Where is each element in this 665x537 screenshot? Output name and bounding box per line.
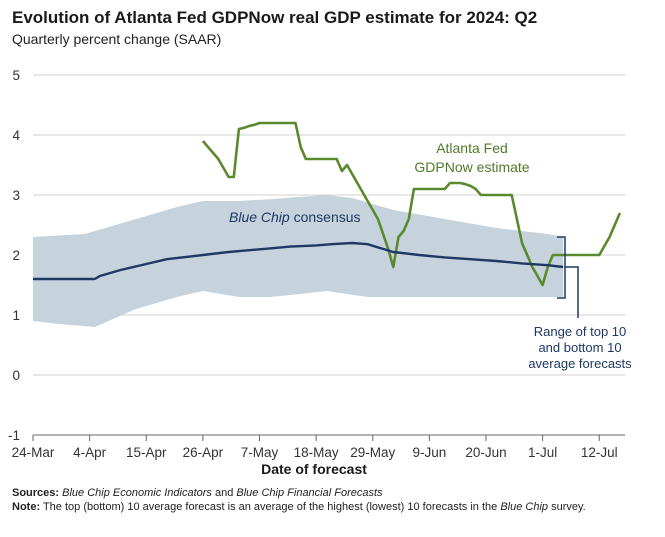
y-tick-label: 2 — [12, 248, 20, 263]
y-tick-label: -1 — [8, 428, 20, 443]
range-annotation-line2: and bottom 10 — [538, 340, 621, 355]
range-bracket — [557, 236, 579, 318]
consensus-annotation: Blue Chip consensus — [229, 209, 361, 225]
sources-and: and — [211, 487, 237, 499]
y-tick-label: 4 — [12, 128, 20, 143]
x-axis: 24-Mar 4-Apr 15-Apr 26-Apr 7-May 18-May 29-May… — [12, 434, 625, 460]
sources-part2: Blue Chip Financial Forecasts — [236, 487, 383, 499]
note-italic: Blue Chip — [500, 501, 549, 513]
x-tick-label: 26-Apr — [183, 445, 224, 460]
x-axis-label: Date of forecast — [261, 461, 367, 477]
gdpnow-line — [201, 121, 622, 287]
y-tick-label: 3 — [12, 188, 20, 203]
range-band — [33, 195, 564, 327]
y-tick-label: 0 — [12, 368, 20, 383]
chart-footer: Sources: Blue Chip Economic Indicators a… — [12, 486, 642, 514]
x-tick-label: 12-Jul — [581, 445, 618, 460]
consensus-annotation-italic: Blue Chip — [229, 209, 290, 225]
chart-title: Evolution of Atlanta Fed GDPNow real GDP… — [12, 8, 538, 27]
sources-line: Sources: Blue Chip Economic Indicators a… — [12, 486, 642, 500]
range-annotation-line3: average forecasts — [528, 356, 632, 371]
x-tick-label: 24-Mar — [12, 445, 55, 460]
x-tick-label: 9-Jun — [412, 445, 446, 460]
note-label: Note: — [12, 501, 41, 513]
note-text2: survey. — [548, 501, 586, 513]
y-tick-label: 1 — [12, 308, 20, 323]
consensus-annotation-rest: consensus — [290, 209, 361, 225]
consensus-line — [33, 241, 564, 281]
x-tick-label: 1-Jul — [528, 445, 557, 460]
chart-canvas: -1 0 1 2 3 4 5 24-Mar 4-Apr 15-Apr 26-Apr 7-May 18-… — [8, 68, 632, 477]
range-band-area — [33, 195, 564, 327]
x-tick-label: 15-Apr — [126, 445, 167, 460]
note-line: Note: The top (bottom) 10 average foreca… — [12, 500, 642, 514]
x-tick-label: 29-May — [350, 445, 395, 460]
x-tick-label: 18-May — [294, 445, 339, 460]
range-annotation-line1: Range of top 10 — [534, 324, 627, 339]
note-text1: The top (bottom) 10 average forecast is … — [40, 501, 501, 513]
gdpnow-annotation-line1: Atlanta Fed — [436, 140, 508, 156]
series-lines — [33, 121, 622, 287]
sources-part1: Blue Chip Economic Indicators — [62, 487, 212, 499]
x-tick-label: 4-Apr — [73, 445, 107, 460]
gdpnow-annotation-line2: GDPNow estimate — [414, 159, 529, 175]
x-tick-label: 7-May — [241, 445, 279, 460]
chart-subtitle: Quarterly percent change (SAAR) — [12, 31, 222, 47]
sources-label: Sources: — [12, 487, 60, 499]
y-axis-ticks: -1 0 1 2 3 4 5 — [8, 68, 21, 443]
x-tick-label: 20-Jun — [465, 445, 506, 460]
y-tick-label: 5 — [12, 68, 20, 83]
